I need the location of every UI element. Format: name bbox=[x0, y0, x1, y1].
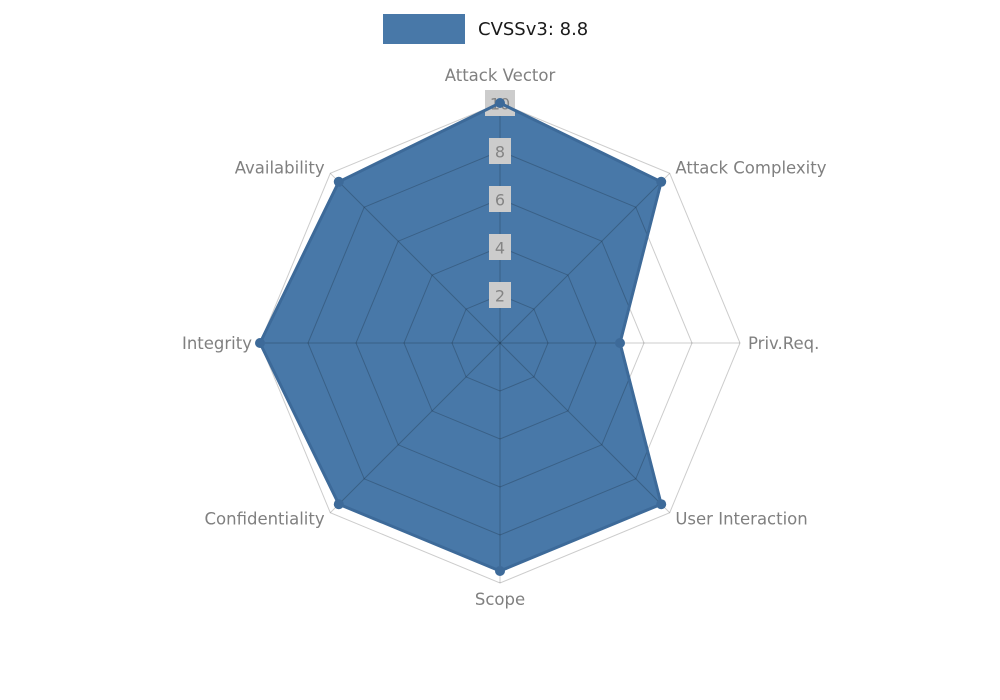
axis-label: Attack Vector bbox=[445, 66, 556, 85]
tick-label-box bbox=[489, 282, 511, 308]
axis-label: Scope bbox=[475, 590, 525, 609]
radar-vertex-marker bbox=[615, 338, 625, 348]
axis-label: Integrity bbox=[182, 334, 252, 353]
tick-label: 4 bbox=[495, 239, 505, 258]
radar-vertex-marker bbox=[255, 338, 265, 348]
axis-label: User Interaction bbox=[675, 509, 807, 528]
axis-label: Confidentiality bbox=[205, 509, 325, 528]
tick-label-box bbox=[489, 138, 511, 164]
tick-label-box bbox=[489, 186, 511, 212]
radial-tick-labels: 246810 bbox=[485, 90, 515, 308]
radar-vertex-marker bbox=[656, 499, 667, 510]
tick-label: 8 bbox=[495, 143, 505, 162]
axis-labels: Attack Vector Attack Complexity Priv.Req. U… bbox=[182, 66, 827, 609]
axis-label: Attack Complexity bbox=[675, 159, 826, 178]
grid-spoke bbox=[499, 342, 671, 514]
radar-vertex-marker bbox=[495, 98, 505, 108]
radar-grid bbox=[259, 102, 741, 584]
axis-label: Priv.Req. bbox=[748, 334, 819, 353]
grid-spoke bbox=[499, 172, 671, 344]
radar-vertex-marker bbox=[333, 176, 344, 187]
radar-vertex-marker bbox=[333, 499, 344, 510]
grid-spoke bbox=[329, 172, 501, 344]
grid-ring bbox=[403, 246, 597, 440]
legend: CVSSv3: 8.8 bbox=[383, 14, 588, 44]
tick-label: 2 bbox=[495, 287, 505, 306]
grid-ring bbox=[307, 150, 693, 536]
legend-label: CVSSv3: 8.8 bbox=[478, 18, 589, 40]
grid-ring bbox=[451, 294, 549, 392]
legend-swatch bbox=[383, 14, 465, 44]
axis-label: Availability bbox=[235, 159, 325, 178]
grid-spoke bbox=[329, 342, 501, 514]
grid-ring bbox=[259, 102, 741, 584]
radar-vertex-marker bbox=[495, 566, 505, 576]
grid-ring bbox=[355, 198, 645, 488]
radar-fill-area bbox=[260, 103, 662, 571]
radar-vertex-marker bbox=[656, 176, 667, 187]
tick-label: 6 bbox=[495, 191, 505, 210]
tick-label-box bbox=[489, 234, 511, 260]
